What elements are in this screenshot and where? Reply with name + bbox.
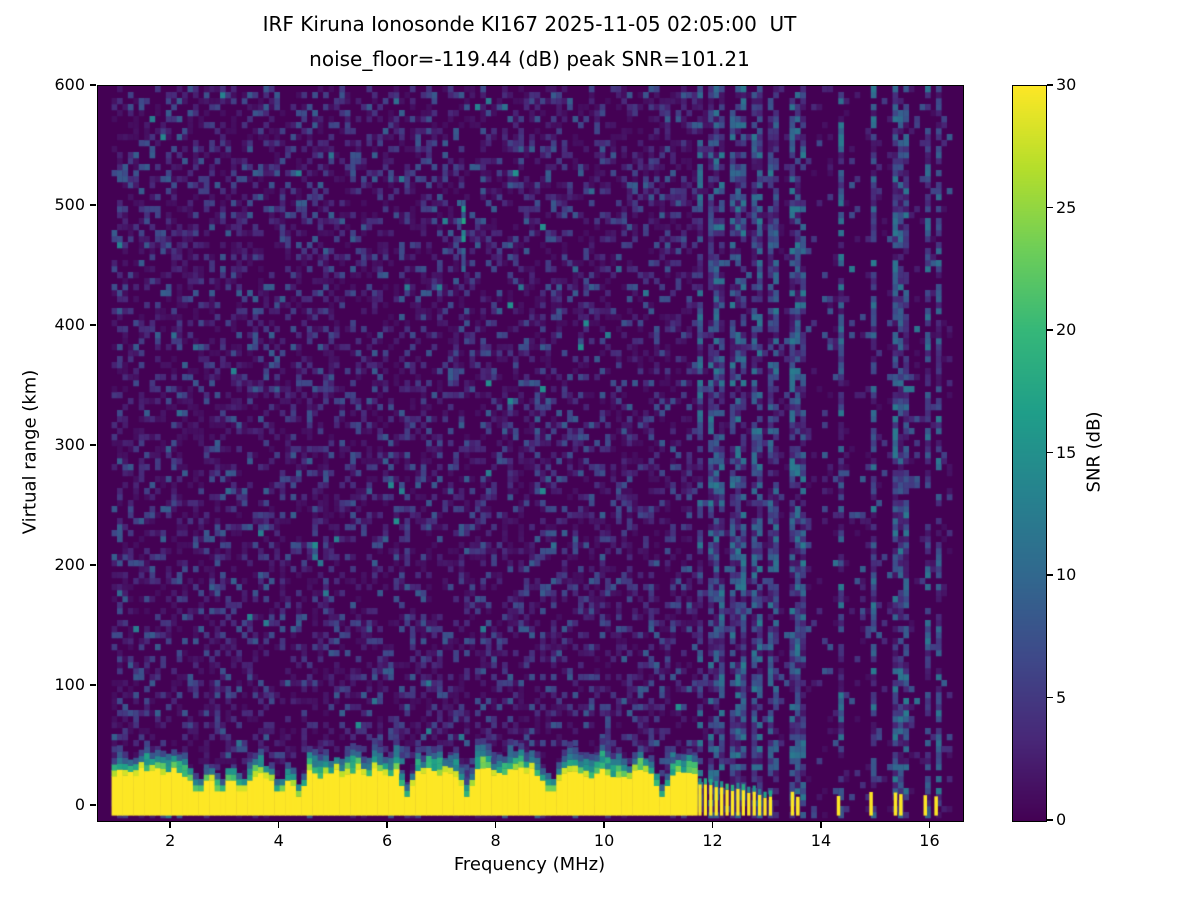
colorbar [1012,85,1047,822]
colorbar-tick-mark [1047,206,1053,209]
colorbar-tick-label: 20 [1056,320,1077,339]
x-tick-label: 2 [165,831,176,850]
colorbar-tick-mark [1047,84,1053,86]
x-tick-mark [820,822,822,828]
colorbar-tick-label: 30 [1056,75,1077,94]
x-tick-mark [711,822,714,828]
x-tick-mark [928,822,931,828]
colorbar-tick-mark [1047,696,1053,699]
x-tick-mark [277,822,280,828]
colorbar-tick-mark [1047,329,1053,331]
y-axis-label: Virtual range (km) [19,369,41,535]
chart-title: IRF Kiruna Ionosonde KI167 2025-11-05 02… [262,12,797,36]
colorbar-tick-mark [1047,574,1053,576]
y-tick-label: 200 [54,555,85,574]
colorbar-canvas [1013,86,1046,821]
x-tick-label: 14 [810,831,832,850]
x-axis-label: Frequency (MHz) [453,854,606,875]
x-tick-label: 12 [702,831,723,850]
x-tick-label: 8 [490,831,501,850]
plot-area [97,85,964,822]
y-tick-mark [90,84,96,86]
colorbar-tick-label: 15 [1056,442,1077,462]
y-tick-label: 100 [54,675,85,694]
y-tick-mark [90,444,96,446]
y-tick-label: 300 [54,435,85,454]
colorbar-tick-label: 25 [1056,197,1077,217]
x-tick-mark [169,822,171,828]
y-tick-label: 500 [54,195,85,214]
y-tick-mark [90,684,96,686]
colorbar-label: SNR (dB) [1083,411,1105,493]
y-tick-label: 600 [54,75,85,94]
colorbar-tick-label: 10 [1056,565,1077,584]
x-tick-mark [603,822,605,828]
x-tick-label: 10 [593,831,615,850]
x-tick-mark [386,822,388,828]
x-tick-mark [494,822,497,828]
colorbar-tick-label: 0 [1056,810,1067,829]
y-tick-label: 0 [74,795,85,814]
x-tick-label: 6 [382,831,393,850]
x-tick-label: 16 [919,831,940,850]
heatmap-canvas [98,86,963,821]
y-tick-mark [90,804,96,806]
chart-subtitle: noise_floor=-119.44 (dB) peak SNR=101.21 [309,47,750,71]
colorbar-tick-mark [1047,451,1053,454]
y-tick-mark [90,204,96,206]
colorbar-tick-label: 5 [1056,687,1067,707]
x-tick-label: 4 [273,831,284,850]
y-tick-label: 400 [54,315,85,334]
y-tick-mark [90,324,96,326]
y-tick-mark [90,564,96,566]
colorbar-tick-mark [1047,819,1053,821]
